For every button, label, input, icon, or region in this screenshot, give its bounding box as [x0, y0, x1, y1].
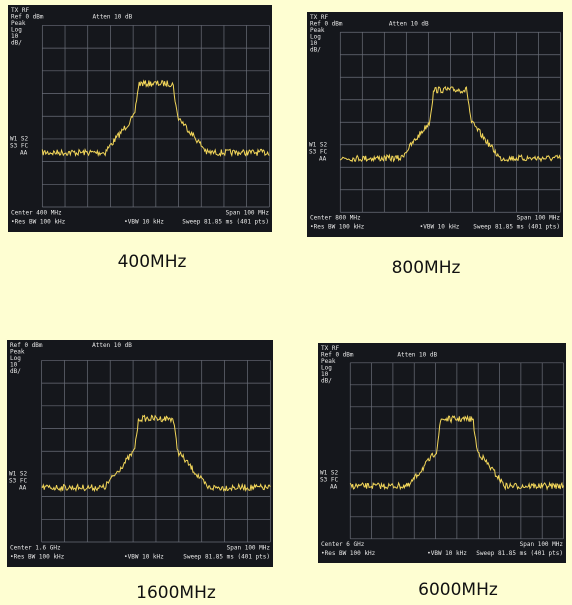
screen-label: Ref 0 dBm — [11, 14, 44, 21]
screen-label: Span 100 MHz — [520, 541, 564, 548]
screen-label: •Res BW 100 kHz — [310, 224, 365, 231]
screen-label: Log — [10, 355, 21, 362]
screen-label: •VBW 10 kHz — [124, 554, 164, 561]
screen-label: •VBW 10 kHz — [124, 219, 164, 226]
screen-label: •VBW 10 kHz — [427, 550, 467, 557]
screen-label: Atten 10 dB — [397, 352, 437, 359]
screen-label: S3 FC — [9, 478, 27, 485]
screen-label: 10 — [11, 33, 19, 40]
screen-label: •Res BW 100 kHz — [10, 554, 65, 561]
screen-label: •Res BW 100 kHz — [11, 219, 66, 226]
screen-label: •Res BW 100 kHz — [321, 550, 376, 557]
screen-label: Span 100 MHz — [517, 215, 561, 222]
caption: 400MHz — [118, 252, 187, 272]
screen-label: Peak — [11, 20, 26, 27]
screen-label: 10 — [321, 371, 329, 378]
screen-label: Atten 10 dB — [92, 14, 132, 21]
screen-label: •VBW 10 kHz — [420, 224, 460, 231]
caption: 800MHz — [392, 258, 461, 278]
trace — [349, 414, 564, 491]
screen-label: Log — [321, 365, 332, 372]
screen-label: TX RF — [310, 14, 328, 21]
screen-label: Span 100 MHz — [226, 209, 270, 216]
screen-label: dB/ — [10, 368, 21, 375]
screen-label: Peak — [10, 349, 25, 356]
screen-label: dB/ — [310, 47, 321, 54]
caption: 6000MHz — [418, 580, 498, 600]
screen-label: W1 S2 — [9, 471, 27, 478]
screen-label: Log — [310, 34, 321, 41]
screen-label: Atten 10 dB — [389, 21, 429, 28]
trace — [41, 414, 271, 493]
screen-label: 10 — [10, 362, 18, 369]
screen-label: Ref 0 dBm — [310, 21, 343, 28]
screen-label: Sweep 81.85 ms (401 pts) — [182, 219, 269, 226]
screen-label: S3 FC — [320, 477, 338, 484]
screen-label: AA — [20, 150, 28, 157]
screen-label: dB/ — [11, 40, 22, 47]
screen-label: Peak — [310, 27, 325, 34]
screen-label: dB/ — [321, 378, 332, 385]
screen — [7, 340, 273, 567]
screen-label: W1 S2 — [309, 142, 327, 149]
trace — [41, 79, 270, 158]
trace — [339, 85, 561, 163]
screen — [8, 5, 272, 232]
screen-label: Ref 0 dBm — [10, 342, 43, 349]
screen-label: Peak — [321, 358, 336, 365]
screen-label: S3 FC — [10, 143, 28, 150]
screen-label: 10 — [310, 40, 318, 47]
screen-label: Sweep 81.85 ms (401 pts) — [183, 554, 270, 561]
screen-label: TX RF — [11, 7, 29, 14]
screen-label: Center 1.6 GHz — [10, 544, 61, 551]
screen-label: Span 100 MHz — [227, 544, 271, 551]
screen-label: AA — [19, 485, 27, 492]
screen-label: Sweep 81.85 ms (401 pts) — [473, 224, 560, 231]
screen-label: Center 6 GHz — [321, 541, 365, 548]
screen-label: Center 800 MHz — [310, 215, 361, 222]
screen-label: S3 FC — [309, 149, 327, 156]
screen-label: W1 S2 — [10, 136, 28, 143]
screen-label: TX RF — [321, 345, 339, 352]
screen-label: Center 400 MHz — [11, 209, 62, 216]
screen-label: AA — [330, 484, 338, 491]
screen-label: Ref 0 dBm — [321, 352, 354, 359]
screen — [307, 12, 563, 237]
screen-label: Atten 10 dB — [92, 342, 132, 349]
screen — [318, 343, 566, 563]
screen-label: Log — [11, 27, 22, 34]
caption: 1600MHz — [136, 583, 216, 603]
screen-label: AA — [319, 156, 327, 163]
screen-label: W1 S2 — [320, 470, 338, 477]
screen-label: Sweep 81.85 ms (401 pts) — [476, 550, 563, 557]
